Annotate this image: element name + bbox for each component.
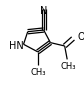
Text: CH₃: CH₃ xyxy=(30,68,46,77)
Text: O: O xyxy=(77,32,84,42)
Text: CH₃: CH₃ xyxy=(60,62,76,71)
Text: N: N xyxy=(40,6,47,16)
Text: HN: HN xyxy=(9,41,23,51)
